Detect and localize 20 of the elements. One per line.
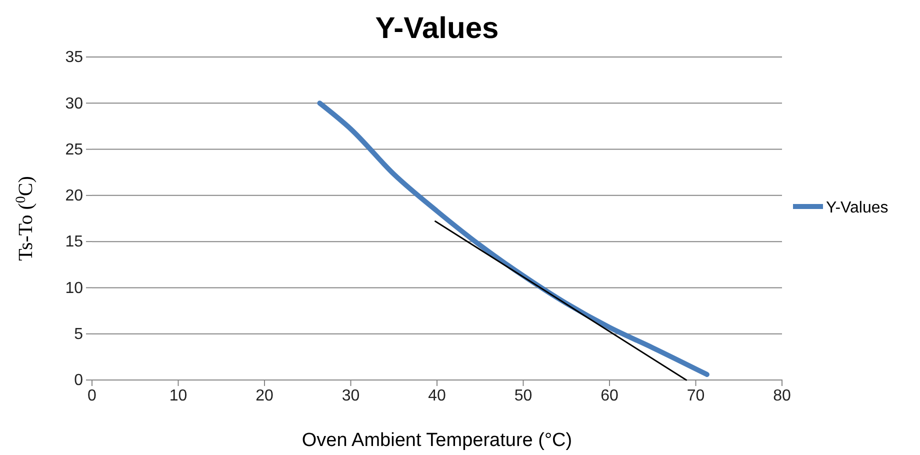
legend-label: Y-Values [826, 200, 888, 216]
y-tick-label: 35 [65, 49, 84, 66]
x-tick-label: 0 [88, 387, 97, 404]
y-tick-label: 20 [65, 188, 84, 205]
x-tick-label: 20 [256, 387, 274, 404]
chart-title: Y-Values [375, 12, 499, 45]
y-tick-label: 25 [65, 141, 84, 158]
x-axis-title: Oven Ambient Temperature (°C) [302, 430, 572, 451]
y-tick-label: 0 [74, 372, 84, 390]
x-tick-label: 10 [169, 387, 188, 404]
x-tick-label: 40 [428, 387, 446, 404]
x-tick-label: 80 [773, 387, 791, 404]
x-tick-label: 70 [686, 387, 705, 404]
y-tick-label: 30 [65, 95, 84, 112]
x-tick-label: 60 [600, 387, 618, 404]
x-tick-label: 50 [514, 387, 532, 404]
x-tick-label: 30 [342, 387, 360, 404]
y-tick-label: 10 [65, 280, 84, 297]
y-tick-label: 15 [65, 234, 84, 251]
y-tick-label: 5 [74, 326, 84, 343]
